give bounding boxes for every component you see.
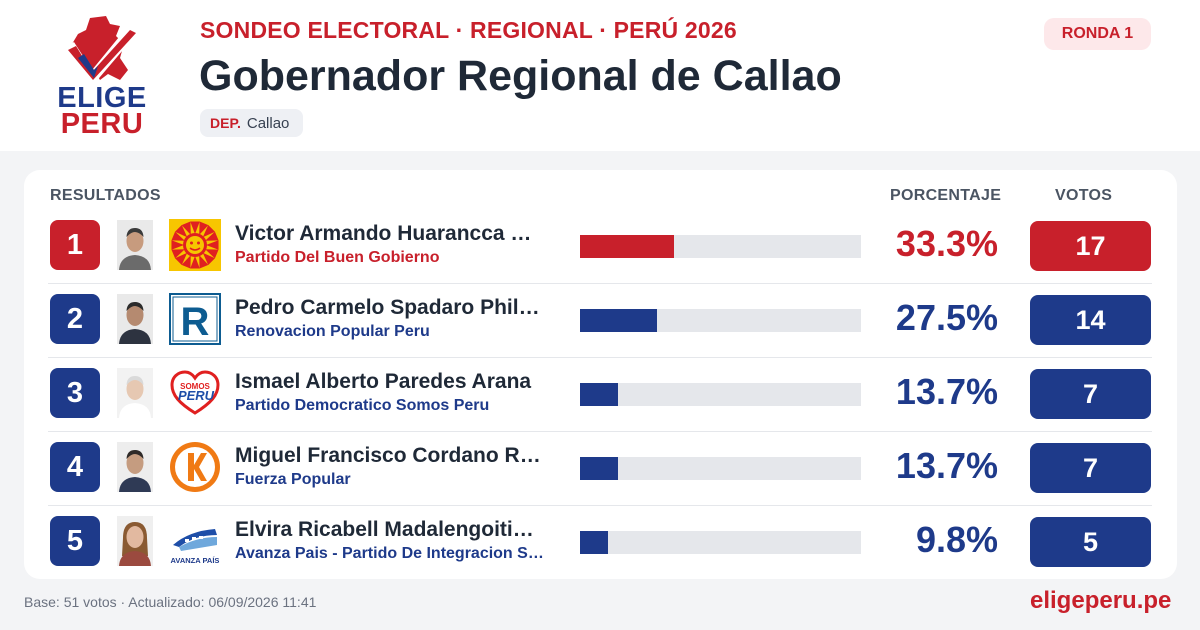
candidate-row[interactable]: 3 SOMOS PERU Ismael Alberto Paredes Arana Pa… bbox=[48, 358, 1152, 432]
candidate-photo bbox=[117, 220, 153, 270]
svg-text:AVANZA PAÍS: AVANZA PAÍS bbox=[171, 556, 220, 565]
peru-map-check-icon bbox=[64, 16, 140, 84]
footer-base-info: Base: 51 votos · Actualizado: 06/09/2026… bbox=[24, 594, 317, 610]
vote-count: 5 bbox=[1030, 517, 1151, 567]
vote-share-bar bbox=[580, 235, 861, 258]
department-label: DEP. bbox=[210, 115, 241, 131]
vote-count: 7 bbox=[1030, 369, 1151, 419]
site-logo[interactable]: ELIGE PERU bbox=[42, 14, 162, 140]
column-header-results: RESULTADOS bbox=[50, 187, 161, 204]
candidate-name: Pedro Carmelo Spadaro Philipps bbox=[235, 296, 545, 319]
heart-logo-icon: SOMOS PERU bbox=[169, 367, 221, 419]
vote-share-bar bbox=[580, 383, 861, 406]
round-badge: RONDA 1 bbox=[1044, 18, 1151, 50]
vote-share-bar-fill bbox=[580, 457, 619, 480]
department-badge: DEP. Callao bbox=[200, 109, 304, 137]
vote-share-bar-fill bbox=[580, 383, 619, 406]
rank-badge: 4 bbox=[50, 442, 100, 492]
candidate-row[interactable]: 1 Victor Armando Huarancca Quispe Partido … bbox=[48, 210, 1152, 284]
svg-text:PERU: PERU bbox=[178, 388, 215, 403]
candidate-row[interactable]: 2 R Pedro Carmelo Spadaro Philipps Renovaci… bbox=[48, 284, 1152, 358]
rank-badge: 2 bbox=[50, 294, 100, 344]
party-name: Partido Del Buen Gobierno bbox=[235, 249, 440, 266]
department-value: Callao bbox=[246, 115, 290, 132]
letter-k-logo-icon bbox=[169, 441, 221, 493]
footer-site-link[interactable]: eligeperu.pe bbox=[1030, 587, 1172, 614]
logo-text-elige: ELIGE bbox=[57, 82, 147, 114]
column-header-percent: PORCENTAJE bbox=[890, 187, 1002, 204]
candidate-photo bbox=[117, 442, 153, 492]
page-title: Gobernador Regional de Callao bbox=[199, 52, 842, 100]
train-logo-icon: AVANZA PAÍS bbox=[169, 515, 221, 567]
letter-r-logo-icon: R bbox=[169, 293, 221, 345]
kicker: SONDEO ELECTORAL · REGIONAL · PERÚ 2026 bbox=[200, 17, 737, 43]
rank-badge: 3 bbox=[50, 368, 100, 418]
svg-text:SOMOS: SOMOS bbox=[180, 382, 210, 391]
candidate-row[interactable]: 4 Miguel Francisco Cordano Rodriguez Fuerz… bbox=[48, 432, 1152, 506]
logo-text-peru: PERU bbox=[60, 108, 144, 140]
vote-percentage: 13.7% bbox=[895, 445, 998, 486]
candidate-photo bbox=[117, 368, 153, 418]
candidate-row[interactable]: 5 AVANZA PAÍS Elvira Ricabell Madalengoiti… bbox=[48, 506, 1152, 580]
vote-percentage: 13.7% bbox=[895, 371, 998, 412]
party-name: Avanza Pais - Partido De Integracion Soc… bbox=[235, 545, 545, 562]
svg-text:R: R bbox=[181, 300, 210, 344]
vote-percentage: 27.5% bbox=[895, 297, 998, 338]
candidate-name: Ismael Alberto Paredes Arana bbox=[235, 370, 532, 393]
vote-count: 17 bbox=[1030, 221, 1151, 271]
party-name: Renovacion Popular Peru bbox=[235, 323, 430, 340]
party-name: Partido Democratico Somos Peru bbox=[235, 397, 490, 414]
vote-percentage: 9.8% bbox=[915, 519, 998, 560]
vote-share-bar-fill bbox=[580, 235, 674, 258]
candidate-photo bbox=[117, 516, 153, 566]
candidate-photo bbox=[117, 294, 153, 344]
vote-share-bar bbox=[580, 457, 861, 480]
vote-share-bar-fill bbox=[580, 309, 658, 332]
party-name: Fuerza Popular bbox=[235, 471, 351, 488]
vote-share-bar bbox=[580, 531, 861, 554]
candidate-name: Elvira Ricabell Madalengoitia Diaz bbox=[235, 518, 545, 541]
vote-percentage: 33.3% bbox=[895, 223, 998, 264]
vote-count: 7 bbox=[1030, 443, 1151, 493]
rank-badge: 5 bbox=[50, 516, 100, 566]
vote-share-bar-fill bbox=[580, 531, 608, 554]
vote-count: 14 bbox=[1030, 295, 1151, 345]
rank-badge: 1 bbox=[50, 220, 100, 270]
vote-share-bar bbox=[580, 309, 861, 332]
candidate-name: Victor Armando Huarancca Quispe bbox=[235, 222, 545, 245]
sun-logo-icon bbox=[169, 219, 221, 271]
header: ELIGE PERU SONDEO ELECTORAL · REGIONAL ·… bbox=[0, 0, 1200, 151]
candidate-name: Miguel Francisco Cordano Rodriguez bbox=[235, 444, 545, 467]
column-header-votes: VOTOS bbox=[1055, 187, 1113, 204]
